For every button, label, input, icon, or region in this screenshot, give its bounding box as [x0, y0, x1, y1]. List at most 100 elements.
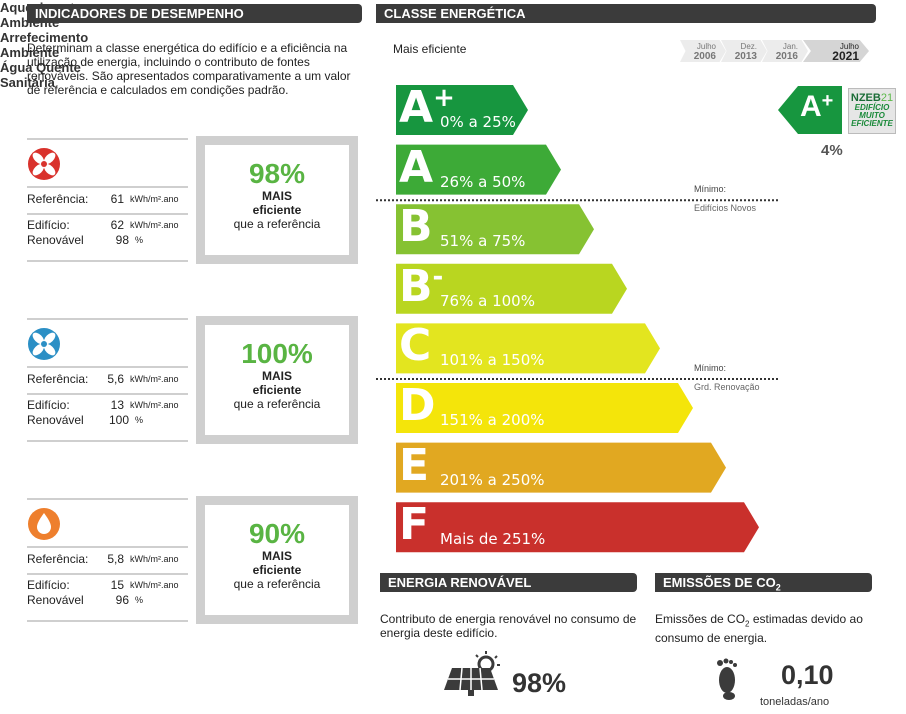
- row-unit: %: [135, 235, 144, 245]
- separator: [27, 318, 188, 320]
- comparison-line: MAIS: [262, 549, 292, 563]
- comparison-line: que a referência: [233, 217, 321, 231]
- timeline-tab: Jan. 2016: [762, 40, 808, 62]
- row-value: 13: [110, 398, 124, 412]
- section-header: CLASSE ENERGÉTICA: [376, 4, 876, 23]
- class-range: 101% a 150%: [440, 351, 545, 370]
- emissions-text: Emissões de CO2 estimadas devido ao cons…: [655, 612, 885, 645]
- row-label: Edifício:: [27, 578, 70, 592]
- row-unit: kWh/m².ano: [130, 220, 179, 230]
- class-label: B-: [399, 261, 443, 312]
- row-value: 100: [108, 413, 129, 427]
- indicator-icon: [28, 328, 60, 360]
- footprint-icon: [717, 658, 737, 700]
- indicator-icon: [28, 508, 60, 540]
- nzeb-name: NZEB: [850, 92, 881, 104]
- class-range: 26% a 50%: [440, 172, 526, 191]
- class-modifier: +: [433, 83, 455, 113]
- text-part: Emissões de CO: [655, 612, 746, 626]
- icon-drop: [37, 513, 51, 534]
- separator: [27, 213, 188, 215]
- class-letter: F: [399, 499, 430, 551]
- row-unit: kWh/m².ano: [130, 400, 179, 410]
- nzeb-year: 21: [880, 92, 894, 104]
- nzeb-title: NZEB21: [849, 92, 895, 104]
- comparison-box: 98% MAIS eficiente que a referência: [196, 136, 358, 264]
- threshold-label: Mínimo:: [694, 184, 727, 195]
- section-header: INDICADORES DE DESEMPENHO: [27, 4, 362, 23]
- subscript: 2: [775, 582, 781, 593]
- tab-year: 2016: [775, 51, 798, 62]
- row-value: 62: [110, 218, 124, 232]
- nzeb-badge: NZEB21 EDIFÍCIO MUITO EFICIENTE: [848, 88, 896, 134]
- timeline-tab: Dez. 2013: [721, 40, 767, 62]
- section-header: EMISSÕES DE CO2: [655, 573, 872, 593]
- row-label: Referência:: [27, 372, 89, 386]
- tab-year: 2013: [734, 51, 757, 62]
- indicator-name: Água Quente Sanitária: [0, 60, 81, 90]
- indicator-icon: [28, 148, 60, 180]
- class-label: C: [399, 321, 431, 371]
- nzeb-line: EDIFÍCIO: [854, 103, 890, 112]
- tab-month: Jan.: [782, 42, 798, 51]
- row-label: Renovável: [27, 593, 84, 607]
- tab-month: Julho: [696, 42, 716, 51]
- class-letter: E: [399, 439, 430, 491]
- icon-blade: [43, 152, 56, 165]
- indicator-name: Arrefecimento Ambiente: [0, 30, 89, 60]
- renewable-value: 98%: [512, 668, 567, 698]
- comparison-line: eficiente: [252, 563, 302, 577]
- title-part: EMISSÕES DE CO: [663, 575, 776, 590]
- intro-text: Determinam a classe energética do edifíc…: [27, 41, 351, 97]
- separator: [27, 440, 188, 442]
- comparison-percent: 90%: [248, 518, 306, 549]
- comparison-line: MAIS: [262, 189, 292, 203]
- separator: [27, 393, 188, 395]
- row-value: 15: [110, 578, 124, 592]
- class-letter: D: [399, 380, 436, 431]
- row-unit: kWh/m².ano: [130, 374, 179, 384]
- icon-blade: [32, 152, 45, 165]
- row-label: Renovável: [27, 413, 84, 427]
- separator: [27, 573, 188, 575]
- icon-blade: [43, 332, 56, 345]
- comparison-line: eficiente: [252, 203, 302, 217]
- text-part: estimadas devido ao consumo de energia.: [655, 612, 863, 646]
- class-letter: B: [399, 201, 433, 253]
- row-unit: %: [135, 415, 144, 425]
- emissions-unit: toneladas/ano: [760, 696, 830, 708]
- icon-hub: [41, 161, 47, 167]
- separator: [27, 546, 188, 548]
- class-range: 201% a 250%: [440, 470, 545, 489]
- tab-month: Julho: [839, 42, 859, 51]
- icon-blade: [43, 343, 56, 356]
- separator: [27, 366, 188, 368]
- row-unit: kWh/m².ano: [130, 194, 179, 204]
- class-range: 151% a 200%: [440, 411, 545, 429]
- threshold-text: Grd. Renovação: [694, 382, 760, 392]
- row-unit: kWh/m².ano: [130, 554, 179, 564]
- row-value: 5,8: [107, 552, 124, 566]
- row-label: Referência:: [27, 192, 89, 206]
- tab-year: 2006: [693, 51, 716, 62]
- row-label: Referência:: [27, 552, 89, 566]
- comparison-line: eficiente: [252, 383, 302, 397]
- class-letter: A: [399, 141, 434, 193]
- result-percent: 4%: [821, 142, 843, 159]
- class-label: D: [399, 381, 436, 431]
- row-value: 98: [115, 233, 129, 247]
- comparison-percent: 98%: [248, 158, 306, 189]
- comparison-percent: 100%: [241, 338, 313, 369]
- separator: [27, 498, 188, 500]
- nzeb-line: MUITO: [859, 111, 885, 120]
- section-header: ENERGIA RENOVÁVEL: [380, 573, 637, 592]
- icon-blade: [43, 163, 56, 176]
- tab-month: Dez.: [740, 42, 757, 51]
- icon-blade: [32, 343, 45, 356]
- icon-blade: [32, 163, 45, 176]
- class-letter: C: [399, 320, 432, 372]
- separator: [27, 260, 188, 262]
- class-range: 0% a 25%: [440, 113, 516, 131]
- class-label: A: [399, 141, 434, 193]
